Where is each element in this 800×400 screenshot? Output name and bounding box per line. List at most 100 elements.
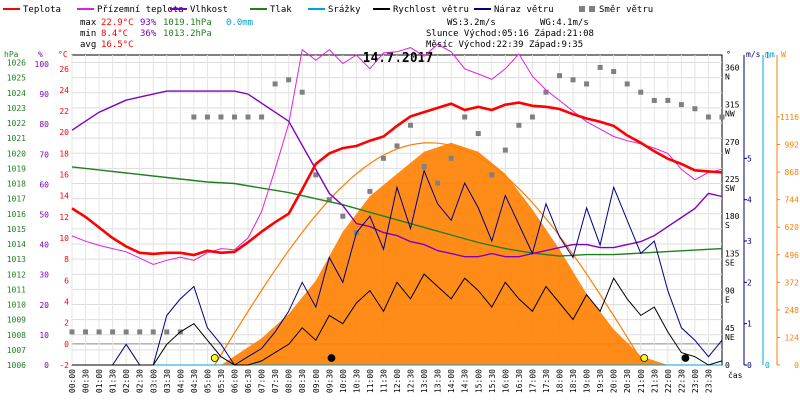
wind-direction-point (245, 114, 251, 120)
axis-unit-hpa: hPa (4, 50, 19, 59)
tick-label-time: 02:30 (136, 369, 145, 393)
tick-label-pct: 40 (39, 241, 49, 250)
wind-direction-point (218, 114, 224, 120)
tick-label-time: 15:00 (474, 369, 483, 393)
tick-label-time: 14:00 (447, 369, 456, 393)
wind-direction-point (204, 114, 210, 120)
series-temperature-line (71, 101, 723, 257)
series-lines-layer (71, 43, 723, 366)
tick-label-w: 496 (785, 251, 800, 260)
tick-label-hpa: 1020 (7, 149, 26, 158)
wind-direction-point (529, 114, 535, 120)
tick-label-time: 17:30 (542, 369, 551, 393)
tick-label-hpa: 1015 (7, 225, 26, 234)
tick-label-time: 19:00 (583, 369, 592, 393)
tick-label-ms: 1 (747, 320, 752, 329)
tick-label-direction: 360 (725, 63, 740, 72)
solar-clear-sky-curve (214, 142, 642, 366)
tick-label-hpa: 1009 (7, 316, 26, 325)
tick-label-compass: E (725, 296, 730, 305)
wind-direction-point (435, 180, 441, 186)
tick-label-hpa: 1012 (7, 270, 26, 279)
tick-label-celsius: 22 (59, 107, 69, 116)
wind-direction-point (110, 329, 116, 335)
tick-label-w: 620 (785, 223, 800, 232)
wind-direction-point (638, 89, 644, 95)
tick-label-w: 868 (785, 168, 800, 177)
tick-label-w: 124 (785, 333, 800, 342)
wind-direction-point (164, 329, 170, 335)
wind-direction-point (489, 172, 495, 178)
legend-label: Vlhkost (190, 5, 228, 15)
tick-label-time: 13:30 (434, 369, 443, 393)
stats-sun: Slunce Východ:05:16 Západ:21:08 (426, 29, 594, 39)
wind-direction-point (665, 97, 671, 103)
legend: Teplota Přízemní teplota Vlhkost Tlak Sr… (3, 5, 653, 15)
tick-label-time: 10:30 (352, 369, 361, 393)
tick-label-time: 22:00 (664, 369, 673, 393)
wind-direction-point (611, 69, 617, 75)
tick-label-time: 06:30 (244, 369, 253, 393)
tick-label-pct: 80 (39, 120, 49, 129)
wind-direction-point (557, 73, 562, 79)
tick-label-celsius: 0 (64, 340, 69, 349)
tick-label-w: 744 (785, 196, 800, 205)
series-pressure-line (71, 166, 723, 257)
stats-min-temp: 8.4°C (101, 29, 128, 39)
marker-layer (210, 354, 690, 362)
tick-label-pct: 50 (39, 211, 49, 220)
wind-direction-point (299, 89, 305, 95)
axes-layer: 1026102510241023102210211020101910181017… (7, 51, 799, 393)
stats-min-label: min (80, 29, 96, 39)
tick-label-time: 06:00 (231, 369, 240, 393)
tick-label-hpa: 1026 (7, 59, 26, 68)
tick-label-pct: 100 (35, 60, 50, 69)
tick-label-hpa: 1014 (7, 240, 26, 249)
tick-label-time: 02:00 (122, 369, 131, 393)
tick-label-time: 00:00 (68, 369, 77, 393)
tick-label-compass: W (725, 147, 730, 156)
tick-label-time: 18:00 (556, 369, 565, 393)
stats-ws: WS:3.2m/s (447, 18, 496, 28)
series-ground-temp-line (71, 43, 723, 266)
tick-label-celsius: 20 (59, 128, 69, 137)
tick-label-direction: 45 (725, 324, 735, 333)
tick-label-time: 05:00 (203, 369, 212, 393)
wind-direction-point (543, 89, 549, 95)
stats-moon: Měsíc Východ:22:39 Západ:9:35 (426, 40, 583, 50)
sunset-marker (640, 354, 649, 362)
tick-label-w: 248 (785, 306, 800, 315)
sunrise-marker (210, 354, 219, 362)
tick-label-celsius: 18 (59, 149, 69, 158)
wind-direction-point (705, 114, 711, 120)
tick-label-celsius: 6 (64, 276, 69, 285)
tick-label-pct: 0 (44, 361, 49, 370)
wind-direction-point (597, 64, 603, 70)
tick-label-ms: 3 (747, 237, 752, 246)
legend-label: Přízemní teplota (97, 5, 184, 15)
axis-unit-celsius: °C (58, 50, 68, 59)
tick-label-hpa: 1013 (7, 255, 26, 264)
wind-direction-point (137, 329, 143, 335)
tick-label-time: 22:30 (677, 369, 686, 393)
tick-label-hpa: 1007 (7, 346, 26, 355)
stats-wg: WG:4.1m/s (540, 18, 589, 28)
tick-label-time: 11:30 (379, 369, 388, 393)
axis-unit-deg: ° (726, 50, 731, 59)
tick-label-compass: SE (725, 258, 735, 267)
axis-unit-pct: % (38, 50, 43, 59)
tick-label-celsius: 2 (64, 319, 69, 328)
tick-label-direction: 135 (725, 249, 740, 258)
tick-label-pct: 20 (39, 301, 49, 310)
wind-direction-point (232, 114, 237, 120)
axis-unit-w: W (781, 50, 786, 59)
chart-title: 14.7.2017 (363, 51, 433, 66)
wind-direction-point (150, 329, 156, 335)
tick-label-w: 1116 (780, 113, 799, 122)
tick-label-time: 04:30 (190, 369, 199, 393)
tick-label-mm: 1 (765, 51, 770, 60)
tick-label-compass: NW (725, 110, 735, 119)
tick-label-pct: 10 (39, 331, 49, 340)
tick-label-ms: 4 (747, 196, 752, 205)
tick-label-compass: S (725, 221, 730, 230)
